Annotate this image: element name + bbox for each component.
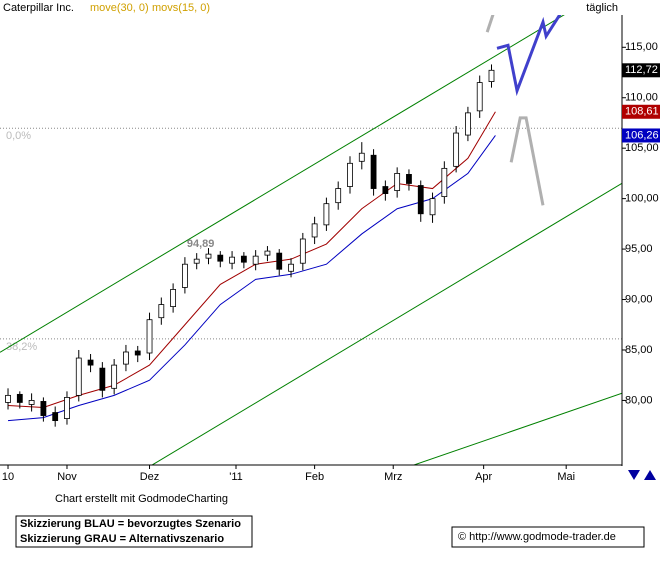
y-tick-label: 90,00 [625, 293, 653, 305]
candle-body [158, 304, 165, 319]
indicator-label: movs(15, 0) [152, 2, 210, 14]
price-tag [622, 104, 660, 119]
candle-body [16, 393, 23, 403]
candle-body [311, 223, 318, 238]
level-label: 38,2% [6, 341, 37, 353]
candle-body [123, 351, 129, 365]
x-tick-label: Dez [140, 471, 160, 483]
projection [485, 15, 495, 33]
legend-line: Skizzierung BLAU = bevorzugtes Szenario [20, 518, 241, 530]
candle-body [146, 319, 153, 354]
candle-body [335, 188, 342, 204]
y-tick-label: 110,00 [625, 92, 658, 104]
price-tag-label: 106,26 [625, 129, 659, 141]
candle-body [252, 255, 259, 265]
price-tag [622, 63, 660, 78]
x-tick-label: Feb [305, 471, 324, 483]
candle-body [441, 167, 448, 198]
channel-line [412, 392, 622, 465]
candle-body [134, 350, 141, 356]
candle-body [87, 359, 94, 366]
candle-body [111, 364, 118, 389]
candle-body [299, 238, 306, 264]
copyright: © http://www.godmode-trader.de [458, 531, 616, 543]
y-tick-label: 115,00 [625, 41, 658, 53]
candle-body [465, 112, 471, 136]
x-tick-label: Mai [557, 471, 575, 483]
price-tag [622, 128, 660, 143]
plot-area: 0,0% 38,2% 94,89 [0, 15, 622, 465]
candle-body [75, 357, 82, 396]
candle-body [323, 203, 330, 226]
candle-body [217, 254, 224, 262]
copyright-box [451, 526, 645, 548]
candle-body [453, 132, 460, 167]
level-label: 0,0% [6, 130, 31, 142]
y-tick-label: 105,00 [625, 142, 659, 154]
candle-body [193, 258, 200, 264]
y-tick-label: 80,00 [625, 394, 653, 406]
candle-body [182, 263, 188, 288]
axes: 80,00 85,00 90,00 95,00 100,00 105,00 110,00 11… [2, 41, 660, 483]
annotation: 94,89 [187, 238, 215, 250]
candle-body [240, 255, 247, 263]
candle-body [370, 154, 377, 189]
candle-body [264, 250, 271, 256]
projection [509, 116, 545, 206]
timeframe: täglich [586, 2, 618, 14]
candle-body [276, 252, 283, 270]
candle-body [394, 173, 401, 191]
x-tick-label: Mrz [384, 471, 402, 483]
candle-body [382, 186, 389, 194]
candle-body [64, 396, 70, 419]
candle-body [417, 185, 424, 215]
x-tick-label: 10 [2, 471, 14, 483]
x-tick-label: '11 [229, 471, 243, 483]
candle-body [429, 198, 436, 216]
price-tag-label: 112,72 [625, 64, 658, 76]
candle-body [5, 394, 11, 403]
credit: Chart erstellt mit GodmodeCharting [55, 493, 228, 505]
y-tick-label: 85,00 [625, 344, 653, 356]
candle-body [476, 82, 483, 112]
candle-body [358, 152, 365, 162]
candle-body [406, 174, 412, 184]
candle-body [170, 289, 177, 307]
candle-body [488, 69, 495, 82]
price-tag-label: 108,61 [625, 106, 659, 118]
candle-body [229, 256, 235, 264]
channel-line [0, 15, 565, 353]
chart-title: Caterpillar Inc. [3, 2, 74, 14]
nav-icons[interactable] [628, 470, 656, 480]
candle-body [52, 412, 59, 422]
y-tick-label: 95,00 [625, 243, 653, 255]
candle-body [347, 162, 353, 187]
candle-body [288, 263, 294, 272]
x-tick-label: Nov [57, 471, 77, 483]
candle-body [40, 401, 47, 416]
legend-line: Skizzierung GRAU = Alternativszenario [20, 533, 224, 545]
y-tick-label: 100,00 [625, 193, 659, 205]
legend-box [15, 515, 253, 548]
projection [496, 15, 562, 97]
channel-line [151, 182, 622, 465]
candle-body [28, 400, 35, 405]
x-tick-label: Apr [475, 471, 492, 483]
indicator-label: move(30, 0) [90, 2, 149, 14]
candle-body [205, 253, 212, 259]
candle-body [99, 367, 106, 391]
